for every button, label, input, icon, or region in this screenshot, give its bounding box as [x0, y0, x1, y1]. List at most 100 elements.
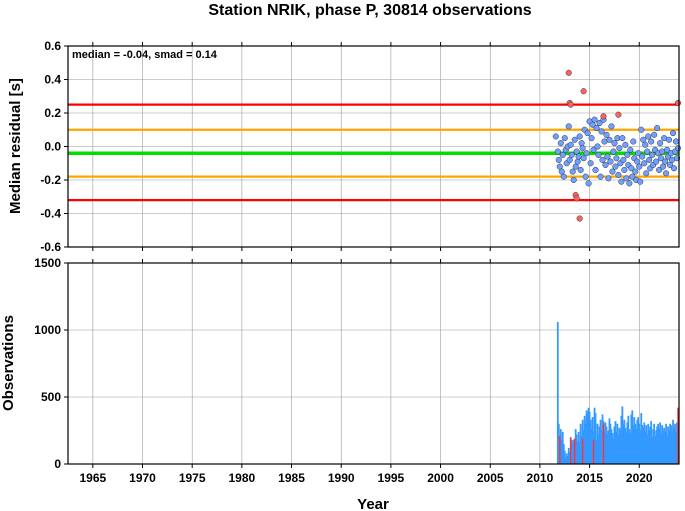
data-point: [662, 158, 669, 165]
bar: [636, 419, 639, 464]
highlight-bar: [570, 437, 572, 464]
bar: [650, 421, 653, 464]
bar: [662, 430, 665, 464]
data-point: [626, 180, 633, 187]
data-point: [570, 176, 577, 184]
data-point: [612, 163, 619, 170]
x-tick-label: 2000: [427, 471, 454, 485]
data-point: [624, 151, 631, 158]
bar: [660, 433, 663, 464]
bar: [676, 422, 678, 464]
y-tick-label: 0: [54, 457, 61, 471]
data-point: [556, 163, 563, 170]
bar: [654, 435, 657, 464]
y-tick-label: 1000: [34, 323, 61, 337]
data-point: [569, 168, 576, 175]
data-point: [628, 165, 635, 172]
highlight-bar: [581, 438, 584, 464]
data-point: [561, 135, 568, 142]
bar: [665, 423, 667, 464]
bar: [670, 425, 672, 464]
bar: [620, 415, 623, 464]
bar: [623, 419, 626, 464]
data-point: [588, 135, 595, 142]
data-point: [643, 170, 650, 177]
bar: [556, 321, 559, 464]
bar: [606, 433, 609, 464]
bar: [648, 430, 651, 464]
data-point: [670, 165, 678, 172]
x-tick-label: 1990: [328, 471, 355, 485]
bar: [664, 431, 666, 464]
y-tick-label: 0.4: [44, 73, 61, 87]
data-point: [565, 69, 572, 76]
bar: [640, 413, 643, 464]
bar: [627, 415, 630, 464]
data-point: [660, 163, 667, 170]
data-point: [615, 111, 622, 118]
x-axis-label: Year: [357, 496, 389, 511]
data-point: [566, 156, 573, 163]
bar: [663, 427, 665, 464]
observations-y-ticks: 0 500 1000 1500: [34, 256, 68, 471]
data-point: [574, 158, 581, 165]
bar: [601, 414, 604, 464]
data-point: [603, 131, 610, 138]
data-point: [634, 158, 641, 165]
bar: [615, 431, 618, 464]
data-point: [577, 166, 584, 173]
data-point: [560, 173, 567, 180]
y-tick-label: 500: [41, 390, 61, 404]
bar: [585, 410, 588, 464]
bar: [571, 442, 574, 464]
bar: [612, 438, 615, 464]
data-point: [629, 173, 636, 180]
bar: [584, 423, 587, 464]
bar: [604, 422, 607, 464]
data-point: [654, 125, 661, 132]
bar: [625, 431, 628, 464]
bar: [628, 429, 631, 464]
data-point: [640, 136, 647, 143]
bar: [599, 419, 602, 464]
bar: [671, 431, 673, 464]
bar: [589, 419, 592, 464]
x-tick-label: 1975: [179, 471, 206, 485]
x-tick-label: 1980: [229, 471, 256, 485]
data-point: [649, 151, 656, 158]
data-point: [565, 123, 572, 130]
data-point: [632, 168, 639, 175]
data-point: [627, 146, 634, 153]
data-point: [600, 113, 607, 120]
data-point: [622, 141, 629, 148]
highlight-bar: [677, 407, 679, 464]
bar: [577, 431, 580, 464]
bar: [661, 425, 664, 464]
residual-y-ticks: -0.6 -0.4 -0.2 0.0 0.2 0.4 0.6: [40, 39, 68, 254]
data-point: [618, 178, 625, 185]
bar: [588, 411, 591, 464]
x-tick-label: 2005: [477, 471, 504, 485]
observations-frame: [67, 262, 680, 465]
bar: [595, 439, 598, 464]
bar: [672, 419, 674, 464]
data-point: [613, 155, 620, 162]
data-point: [666, 136, 673, 143]
data-point: [645, 133, 652, 140]
x-tick-label: 1970: [129, 471, 156, 485]
data-point: [635, 150, 642, 157]
data-point: [598, 128, 605, 135]
highlight-bar: [602, 423, 605, 464]
bar: [642, 427, 645, 464]
bar: [667, 426, 669, 464]
residual-y-label: Median residual [s]: [7, 78, 24, 214]
bar: [610, 429, 613, 464]
bar: [645, 425, 648, 464]
data-point: [674, 99, 682, 106]
bar: [607, 430, 610, 464]
bar: [591, 417, 594, 464]
data-point: [555, 156, 562, 163]
data-point: [554, 148, 561, 155]
data-point: [594, 143, 601, 150]
data-point: [579, 145, 586, 152]
